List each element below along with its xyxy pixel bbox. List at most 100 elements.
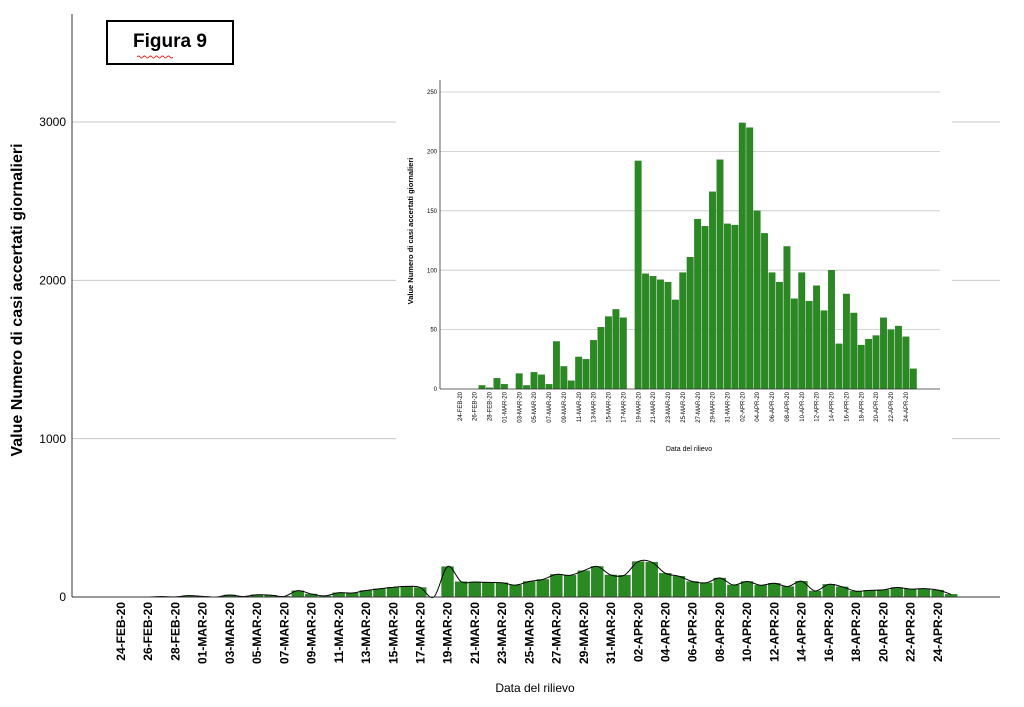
- main-bar: [700, 582, 713, 598]
- inset-bar: [865, 338, 873, 390]
- main-bar: [686, 581, 699, 598]
- inset-y-tick-label: 50: [430, 328, 437, 334]
- main-bar: [781, 586, 794, 598]
- inset-x-tick-label: 26-FEB-20: [473, 391, 479, 421]
- inset-bar: [686, 256, 694, 390]
- inset-bar: [649, 275, 657, 390]
- inset-bar: [493, 378, 501, 390]
- main-x-tick-label: 10-APR-20: [740, 602, 754, 662]
- inset-y-tick-label: 250: [427, 90, 438, 96]
- inset-bar: [790, 298, 798, 390]
- main-bar: [441, 566, 454, 598]
- inset-bar: [694, 218, 702, 390]
- main-bar: [550, 574, 563, 598]
- main-x-tick-label: 09-MAR-20: [305, 602, 319, 664]
- inset-bar: [560, 366, 568, 390]
- inset-bar: [842, 293, 850, 390]
- inset-x-tick-label: 08-APR-20: [785, 391, 791, 421]
- main-bar: [495, 582, 509, 598]
- inset-y-tick-label: 150: [427, 209, 438, 215]
- inset-bar: [857, 344, 865, 390]
- inset-x-tick-label: 15-MAR-20: [607, 391, 613, 422]
- main-x-tick-label: 05-MAR-20: [250, 602, 264, 664]
- inset-y-axis-title: Value Numero di casi accertati giornalie…: [406, 158, 415, 305]
- inset-bar: [657, 279, 664, 390]
- inset-bar: [612, 309, 620, 390]
- inset-bar: [716, 159, 724, 390]
- main-y-tick-label: 3000: [39, 115, 66, 129]
- inset-x-tick-label: 25-MAR-20: [681, 391, 687, 422]
- inset-bar: [880, 317, 887, 390]
- main-y-tick-label: 1000: [39, 432, 66, 446]
- inset-bar: [805, 300, 813, 390]
- main-bar: [509, 584, 522, 598]
- inset-bar: [671, 299, 679, 390]
- main-bar: [386, 587, 400, 598]
- inset-bar: [634, 160, 642, 390]
- spellcheck-squiggle: [137, 55, 173, 59]
- main-x-tick-label: 07-MAR-20: [277, 602, 291, 664]
- main-x-tick-label: 16-APR-20: [822, 602, 836, 662]
- inset-bar: [753, 210, 761, 390]
- main-bar: [849, 590, 863, 598]
- main-x-tick-label: 21-MAR-20: [468, 602, 482, 664]
- inset-bar: [768, 272, 776, 390]
- main-x-tick-label: 12-APR-20: [767, 602, 781, 662]
- main-x-tick-label: 01-MAR-20: [196, 602, 210, 664]
- figure-label: Figura 9: [133, 31, 207, 52]
- inset-bar: [552, 341, 560, 390]
- inset-bar: [679, 272, 687, 390]
- inset-bar: [783, 246, 791, 390]
- inset-bar: [515, 373, 523, 390]
- inset-x-tick-label: 21-MAR-20: [651, 391, 657, 422]
- inset-x-tick-label: 20-APR-20: [874, 391, 880, 421]
- main-y-axis-title: Value Numero di casi accertati giornalie…: [9, 143, 26, 456]
- inset-x-tick-label: 29-MAR-20: [711, 391, 717, 422]
- main-x-tick-label: 24-FEB-20: [114, 602, 128, 661]
- main-x-tick-label: 02-APR-20: [631, 602, 645, 662]
- main-bar: [604, 574, 618, 598]
- inset-bar: [664, 281, 672, 390]
- inset-x-tick-label: 03-MAR-20: [517, 391, 523, 422]
- main-bar: [917, 588, 931, 598]
- inset-bar: [530, 372, 538, 390]
- main-bar: [890, 587, 903, 598]
- main-smoothed-line: [120, 559, 952, 599]
- main-bar: [618, 575, 631, 598]
- inset-bar: [894, 325, 902, 390]
- main-bar: [523, 581, 536, 598]
- inset-bar: [723, 223, 731, 390]
- main-bar: [876, 589, 890, 598]
- inset-x-tick-label: 24-FEB-20: [458, 391, 464, 421]
- main-x-tick-label: 17-MAR-20: [413, 602, 427, 664]
- main-bar: [373, 588, 386, 598]
- main-bar: [468, 581, 481, 598]
- main-bar: [768, 583, 781, 598]
- inset-bar: [872, 335, 880, 390]
- inset-x-tick-label: 09-MAR-20: [562, 391, 568, 422]
- main-x-tick-label: 22-APR-20: [904, 602, 918, 662]
- main-bar: [454, 581, 468, 598]
- main-x-tick-label: 14-APR-20: [795, 602, 809, 662]
- inset-bar: [776, 281, 783, 390]
- inset-bar: [478, 385, 486, 390]
- inset-x-tick-label: 02-APR-20: [740, 391, 746, 421]
- inset-bar: [523, 385, 531, 390]
- inset-x-tick-label: 10-APR-20: [800, 391, 806, 421]
- main-bar: [863, 590, 876, 598]
- inset-y-tick-label: 200: [427, 150, 438, 156]
- inset-x-tick-label: 11-MAR-20: [577, 391, 583, 422]
- main-x-tick-label: 26-FEB-20: [141, 602, 155, 661]
- inset-bar: [605, 316, 612, 390]
- inset-x-tick-label: 04-APR-20: [755, 391, 761, 421]
- inset-bar: [798, 272, 806, 390]
- inset-x-tick-label: 01-MAR-20: [502, 391, 508, 422]
- inset-bar: [738, 122, 746, 390]
- main-x-tick-label: 29-MAR-20: [577, 602, 591, 664]
- main-x-tick-label: 04-APR-20: [659, 602, 673, 662]
- inset-bar: [835, 343, 843, 390]
- inset-x-tick-label: 12-APR-20: [815, 391, 821, 421]
- main-bar: [645, 562, 658, 598]
- inset-x-tick-label: 22-APR-20: [889, 391, 895, 421]
